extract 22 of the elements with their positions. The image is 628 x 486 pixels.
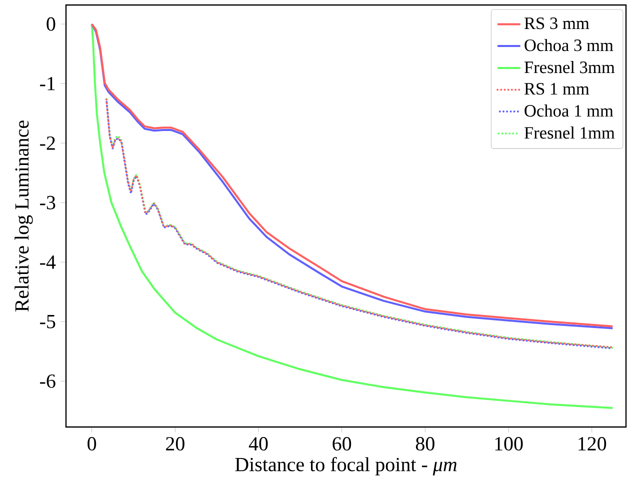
y-tick-label: -4	[40, 256, 56, 269]
y-tick-label: 0	[46, 17, 56, 31]
x-tick-label: 80	[416, 437, 434, 451]
y-tick-label: -3	[40, 196, 56, 210]
x-tick-label: 20	[166, 437, 184, 451]
x-tick-label: 0	[88, 437, 96, 451]
x-tick-label: 120	[578, 437, 606, 451]
y-tick-label: -5	[40, 315, 56, 328]
x-tick-label: 40	[248, 437, 268, 451]
y-tick-label: -2	[40, 136, 55, 150]
x-axis-title: Distance to focal point - μm	[235, 457, 457, 476]
x-tick-label: 100	[495, 437, 523, 451]
x-tick-label: 60	[332, 437, 352, 451]
y-tick-label: -1	[40, 76, 55, 90]
y-tick-label: -6	[40, 374, 56, 388]
legend-label: RS 3 mm	[524, 17, 590, 30]
legend-label: Fresnel 1mm	[524, 126, 615, 139]
y-axis-title: Relative log Luminance	[14, 120, 33, 312]
legend-label: RS 1 mm	[524, 83, 590, 95]
legend-label: Ochoa 1 mm	[524, 104, 614, 117]
legend-label: Ochoa 3 mm	[524, 38, 614, 52]
legend-label: Fresnel 3mm	[524, 60, 615, 74]
